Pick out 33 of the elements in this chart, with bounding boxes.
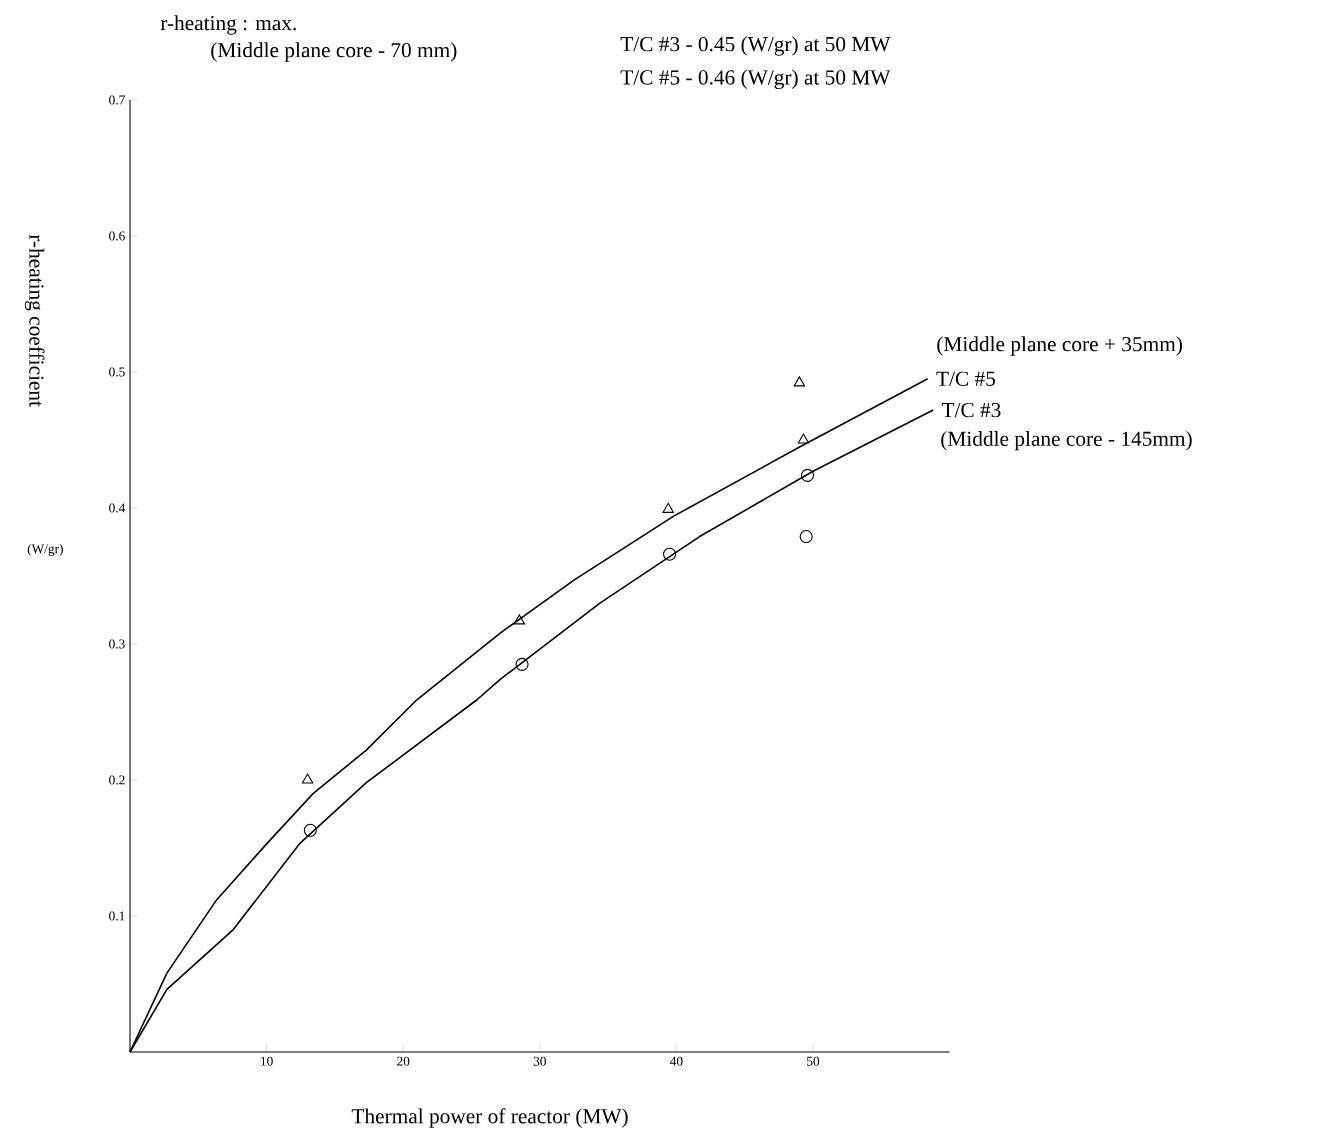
series-label: T/C #3 [941, 402, 1001, 418]
point [303, 823, 317, 837]
point [801, 468, 815, 482]
x-tick-label: 50 [807, 1056, 820, 1066]
point [663, 547, 677, 561]
y-tick-label: 0.4 [109, 503, 126, 513]
point [797, 433, 810, 444]
y-tick-label: 0.3 [109, 639, 125, 649]
y-axis-title: r-heating coefficient [24, 234, 45, 407]
annotation: (Middle plane core - 145mm) [941, 430, 1192, 451]
point [799, 530, 813, 544]
x-tick-label: 20 [397, 1056, 410, 1066]
point [515, 657, 529, 671]
chart-title: r-heating : max. [160, 15, 296, 35]
y-tick-label: 0.2 [109, 775, 125, 785]
x-tick-label: 10 [261, 1056, 273, 1066]
x-tick-label: 40 [669, 1056, 683, 1066]
y-tick-label: 0.6 [109, 231, 125, 241]
x-axis-title: Thermal power of reactor (MW) [351, 1108, 628, 1128]
annotation: (Middle plane core + 35mm) [937, 336, 1182, 356]
point [301, 773, 314, 784]
point [513, 614, 526, 625]
y-tick-label: 0.7 [109, 95, 125, 105]
text: (Middle plane core - 70 mm) [211, 42, 457, 62]
point [662, 502, 674, 513]
text: T/C #5 - 0.46 (W/gr) at 50 MW [620, 69, 891, 90]
x-tick-label: 30 [533, 1056, 546, 1066]
text: (W/gr) [27, 543, 63, 557]
text: T/C #3 - 0.45 (W/gr) at 50 MW [620, 36, 891, 56]
y-tick-label: 0.1 [109, 911, 125, 921]
y-tick-label: 0.5 [109, 367, 125, 377]
series-label: T/C #5 [936, 371, 996, 386]
point [793, 376, 806, 387]
